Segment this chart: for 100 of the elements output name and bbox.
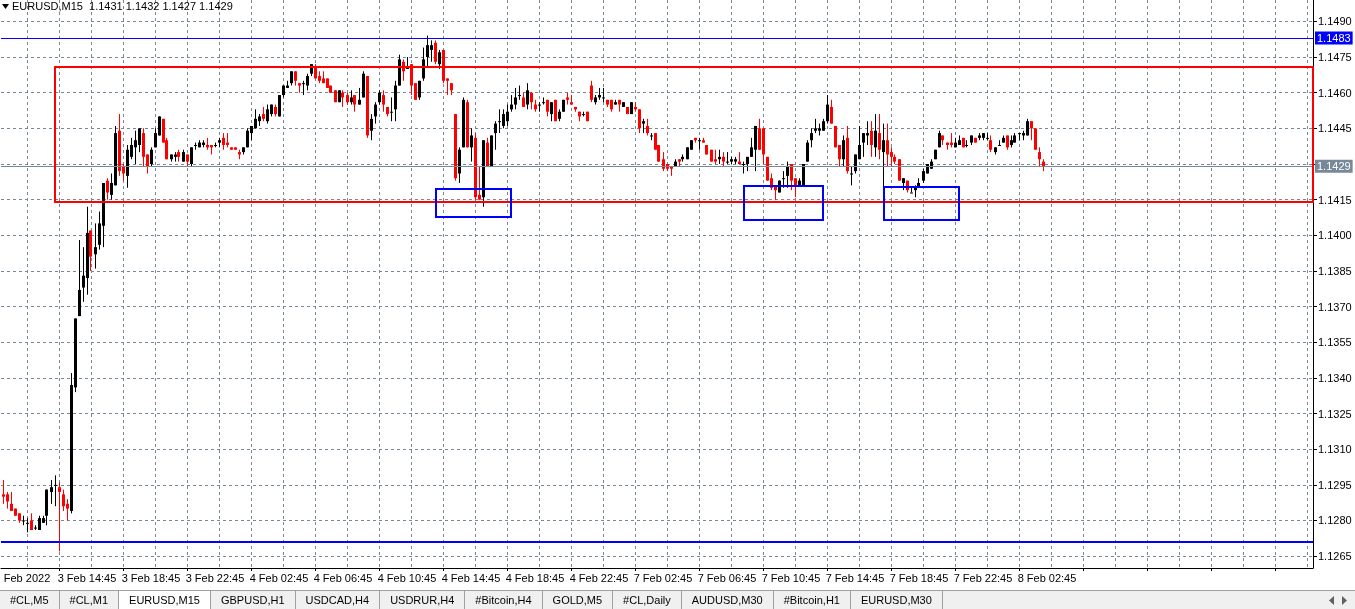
candlestick [538, 101, 541, 113]
candlestick [58, 481, 61, 552]
y-tick-label: 1.1340 [1318, 371, 1352, 384]
y-tick-label: 1.1445 [1318, 122, 1352, 135]
text: #Bitcoin,H4 [465, 591, 543, 609]
candlestick [190, 146, 193, 167]
x-tick-label: 7 Feb 10:45 [761, 571, 821, 584]
candlestick [514, 87, 517, 110]
x-tick-label: 7 Feb 02:45 [633, 571, 693, 584]
candlestick [66, 498, 69, 521]
y-tick-label: 1.1265 [1318, 550, 1352, 563]
candlestick [62, 489, 65, 512]
x-tick-label: 4 Feb 18:45 [505, 571, 565, 584]
text: USDRUR,H4 [380, 591, 466, 609]
x-tick-label: 3 Feb 22:45 [185, 571, 245, 584]
y-tick-label: 1.1400 [1318, 229, 1352, 242]
candlestick [806, 139, 809, 163]
candlestick [550, 101, 553, 122]
candlestick [150, 146, 153, 167]
candlestick [394, 80, 397, 122]
candlestick [786, 161, 789, 189]
candlestick [998, 139, 1001, 146]
y-tick-label: 1.1460 [1318, 86, 1352, 99]
candlestick [2, 479, 5, 505]
candlestick [602, 87, 605, 103]
candlestick [362, 70, 365, 98]
candlestick [878, 113, 881, 160]
candlestick [50, 479, 53, 505]
candlestick [266, 104, 269, 125]
x-tick-label: 3 Feb 14:45 [57, 571, 117, 584]
candlestick [94, 222, 97, 270]
text: #Bitcoin,H1 [773, 591, 851, 609]
y-tick-label: 1.1490 [1318, 15, 1352, 28]
candlestick [506, 104, 509, 127]
text: EURUSD,M15 [119, 591, 211, 609]
candlestick [502, 108, 505, 129]
x-tick-label: 4 Feb 06:45 [313, 571, 373, 584]
candlestick [726, 151, 729, 165]
y-tick-label: 1.1295 [1318, 478, 1352, 491]
candlestick [26, 517, 29, 533]
x-tick-label: 4 Feb 22:45 [569, 571, 629, 584]
candlestick [1038, 146, 1041, 167]
text: #CL,Daily [613, 591, 682, 609]
candlestick [850, 165, 853, 186]
candlestick [498, 108, 501, 134]
candlestick [698, 137, 701, 151]
y-tick-label: 1.1385 [1318, 264, 1352, 277]
candlestick [106, 177, 109, 201]
candlestick [638, 108, 641, 134]
candlestick [438, 49, 441, 70]
candlestick [758, 118, 761, 151]
candlestick [810, 127, 813, 148]
x-tick-label: 3 Feb 18:45 [121, 571, 181, 584]
ref-line-label: 1.1429 [1317, 160, 1351, 173]
candlestick [410, 63, 413, 96]
text: USDCAD,H4 [295, 591, 381, 609]
candlestick [458, 146, 461, 184]
y-tick-label: 1.1475 [1318, 51, 1352, 64]
candlestick [54, 474, 57, 507]
candlestick [874, 113, 877, 158]
candlestick [370, 113, 373, 141]
text: #CL,M5 [0, 591, 60, 609]
x-tick-label: 7 Feb 06:45 [697, 571, 757, 584]
y-tick-label: 1.1355 [1318, 336, 1352, 349]
candlestick [302, 80, 305, 96]
candlestick [662, 151, 665, 172]
y-tick-label: 1.1310 [1318, 443, 1352, 456]
candlestick [486, 137, 489, 167]
x-tick-label: 8 Feb 02:45 [1017, 571, 1077, 584]
candlestick [886, 123, 889, 167]
chart-title: EURUSD,M15 1.1431 1.1432 1.1427 1.1429 [12, 0, 233, 12]
text: GOLD,M5 [542, 591, 614, 609]
y-tick-label: 1.1325 [1318, 407, 1352, 420]
candlestick [134, 130, 137, 165]
y-tick-label: 1.1280 [1318, 514, 1352, 527]
candlestick [826, 94, 829, 125]
text: AUDUSD,M30 [681, 591, 774, 609]
candlestick [390, 96, 393, 122]
candlestick [526, 82, 529, 110]
x-tick-label: 7 Feb 22:45 [953, 571, 1013, 584]
text: #CL,M1 [59, 591, 120, 609]
candlestick [430, 39, 433, 63]
candlestick [382, 89, 385, 113]
candlestick [494, 120, 497, 151]
text: GBPUSD,H1 [210, 591, 296, 609]
candlestick [10, 491, 13, 512]
candlestick [518, 85, 521, 101]
candlestick [434, 39, 437, 65]
y-tick-label: 1.1415 [1318, 193, 1352, 206]
candlestick [590, 80, 593, 103]
candlestick [862, 132, 865, 158]
x-tick-label: 4 Feb 14:45 [441, 571, 501, 584]
candlestick [830, 99, 833, 125]
candlestick [138, 127, 141, 153]
candlestick [1030, 120, 1033, 141]
text: EURUSD,M30 [850, 591, 943, 609]
candlestick [870, 120, 873, 158]
x-tick-label: 4 Feb 10:45 [377, 571, 437, 584]
x-tick-label: 7 Feb 14:45 [825, 571, 885, 584]
candlestick [910, 187, 913, 194]
